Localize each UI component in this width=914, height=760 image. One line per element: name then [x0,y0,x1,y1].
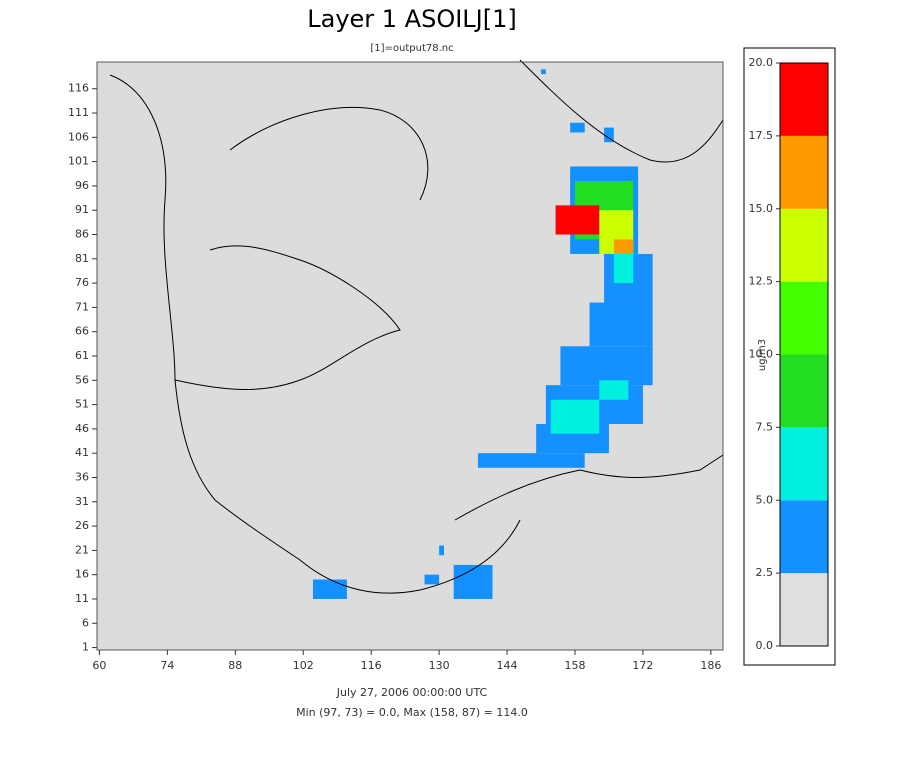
x-tick-label: 158 [564,659,585,672]
colorbar-tick-label: 15.0 [749,202,774,215]
x-tick-label: 186 [700,659,721,672]
colorbar-tick-label: 20.0 [749,56,774,69]
y-tick-label: 16 [75,568,89,581]
data-cell [604,127,614,143]
y-tick-label: 6 [82,616,89,629]
y-tick-label: 46 [75,422,89,435]
plot-area [96,59,724,651]
y-tick-label: 41 [75,446,89,459]
y-tick-label: 71 [75,300,89,313]
footer-date: July 27, 2006 00:00:00 UTC [336,686,488,699]
colorbar-tick-label: 5.0 [756,493,774,506]
y-tick-label: 1 [82,641,89,654]
y-tick-label: 26 [75,519,89,532]
chart-subtitle: [1]=output78.nc [370,43,453,54]
y-tick-label: 96 [75,179,89,192]
data-cell [560,346,653,386]
coastline [109,59,724,594]
x-tick-label: 144 [497,659,518,672]
colorbar-swatch [780,427,828,501]
data-cell [589,302,653,347]
colorbar-swatch [780,500,828,574]
y-tick-label: 116 [68,82,89,95]
data-cell [550,399,600,434]
y-tick-label: 106 [68,130,89,143]
data-cell [453,564,493,599]
data-cell [439,545,444,556]
colorbar-swatch [780,573,828,646]
data-cell [541,69,546,75]
y-tick-label: 11 [75,592,89,605]
x-tick-label: 60 [92,659,106,672]
y-tick-label: 81 [75,252,89,265]
x-tick-label: 116 [361,659,382,672]
x-tick-label: 88 [228,659,242,672]
y-tick-label: 111 [68,106,89,119]
data-cell [424,574,440,585]
x-tick-label: 102 [293,659,314,672]
colorbar-swatch [780,135,828,209]
y-tick-label: 86 [75,228,89,241]
x-tick-label: 172 [632,659,653,672]
chart-title: Layer 1 ASOILJ[1] [307,5,517,33]
colorbar-tick-label: 0.0 [756,639,774,652]
y-tick-label: 101 [68,155,89,168]
data-cell [312,579,347,599]
colorbar-tick-label: 12.5 [749,275,774,288]
y-tick-label: 56 [75,373,89,386]
colorbar-swatch [780,63,828,136]
data-cell [477,453,585,468]
data-cell [570,122,585,133]
y-tick-label: 91 [75,203,89,216]
y-tick-label: 31 [75,495,89,508]
colorbar-tick-label: 10.0 [749,348,774,361]
y-tick-label: 76 [75,276,89,289]
data-cell [613,239,634,254]
x-tick-label: 130 [429,659,450,672]
colorbar-tick-label: 7.5 [756,420,774,433]
colorbar-label: ug/m3 [757,339,768,371]
data-cell [599,380,629,400]
footer-stats: Min (97, 73) = 0.0, Max (158, 87) = 114.… [296,706,528,719]
colorbar-swatch [780,281,828,355]
colorbar-swatch [780,208,828,282]
x-tick-label: 74 [160,659,174,672]
data-cell [555,205,600,235]
colorbar-swatch [780,354,828,428]
colorbar-tick-label: 2.5 [756,566,774,579]
y-tick-label: 61 [75,349,89,362]
colorbar-tick-label: 17.5 [749,129,774,142]
y-tick-label: 36 [75,470,89,483]
y-tick-label: 21 [75,543,89,556]
y-tick-label: 66 [75,325,89,338]
legend-box [743,47,836,666]
y-tick-label: 51 [75,398,89,411]
